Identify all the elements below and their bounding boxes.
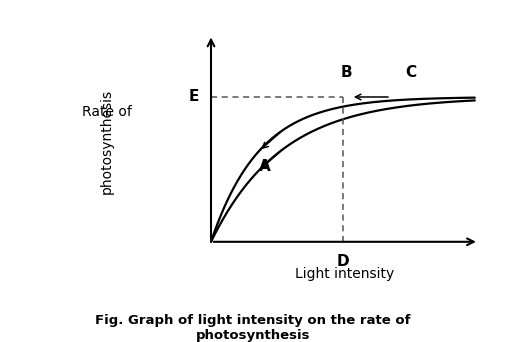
Text: D: D <box>336 254 348 269</box>
Text: B: B <box>340 65 352 80</box>
Text: Fig. Graph of light intensity on the rate of
photosynthesis: Fig. Graph of light intensity on the rat… <box>95 314 410 342</box>
Text: E: E <box>188 90 198 105</box>
Text: C: C <box>405 65 416 80</box>
Text: photosynthesis: photosynthesis <box>100 89 114 195</box>
Text: Light intensity: Light intensity <box>295 267 394 281</box>
Text: A: A <box>259 159 270 174</box>
Text: Rate of: Rate of <box>82 105 132 119</box>
